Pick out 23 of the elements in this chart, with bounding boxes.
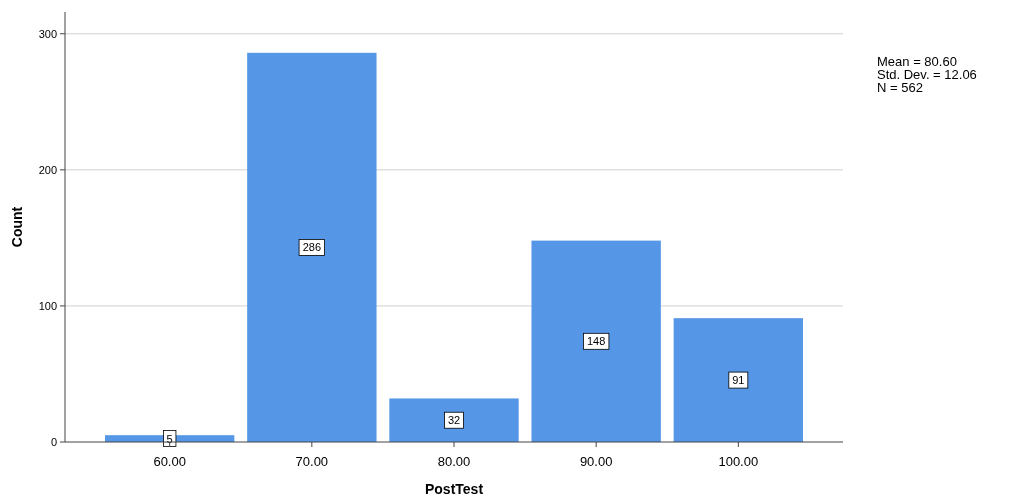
data-label: 91: [732, 374, 745, 387]
x-tick-label: 100.00: [718, 454, 759, 469]
bar: [673, 318, 803, 442]
x-tick-label: 60.00: [153, 454, 186, 469]
x-tick-label: 70.00: [295, 454, 329, 469]
data-label: 5: [166, 432, 173, 445]
y-tick-label: 0: [50, 436, 57, 448]
bar: [247, 52, 377, 442]
y-tick-label: 100: [38, 299, 57, 312]
x-tick-label: 90.00: [579, 454, 613, 469]
data-label: 32: [447, 414, 461, 427]
y-tick-label: 300: [38, 27, 57, 40]
data-label: 148: [586, 335, 606, 348]
bar: [389, 398, 519, 442]
text: Mean = 80.60: [877, 54, 957, 69]
bar: [531, 240, 661, 442]
y-tick-label: 200: [38, 163, 57, 176]
data-label: 286: [302, 241, 322, 254]
x-axis-title: PostTest: [424, 481, 484, 497]
y-axis-title: Count: [9, 206, 25, 248]
x-tick-label: 80.00: [437, 454, 471, 469]
text: N = 562: [877, 80, 923, 95]
text: Std. Dev. = 12.06: [877, 67, 977, 82]
